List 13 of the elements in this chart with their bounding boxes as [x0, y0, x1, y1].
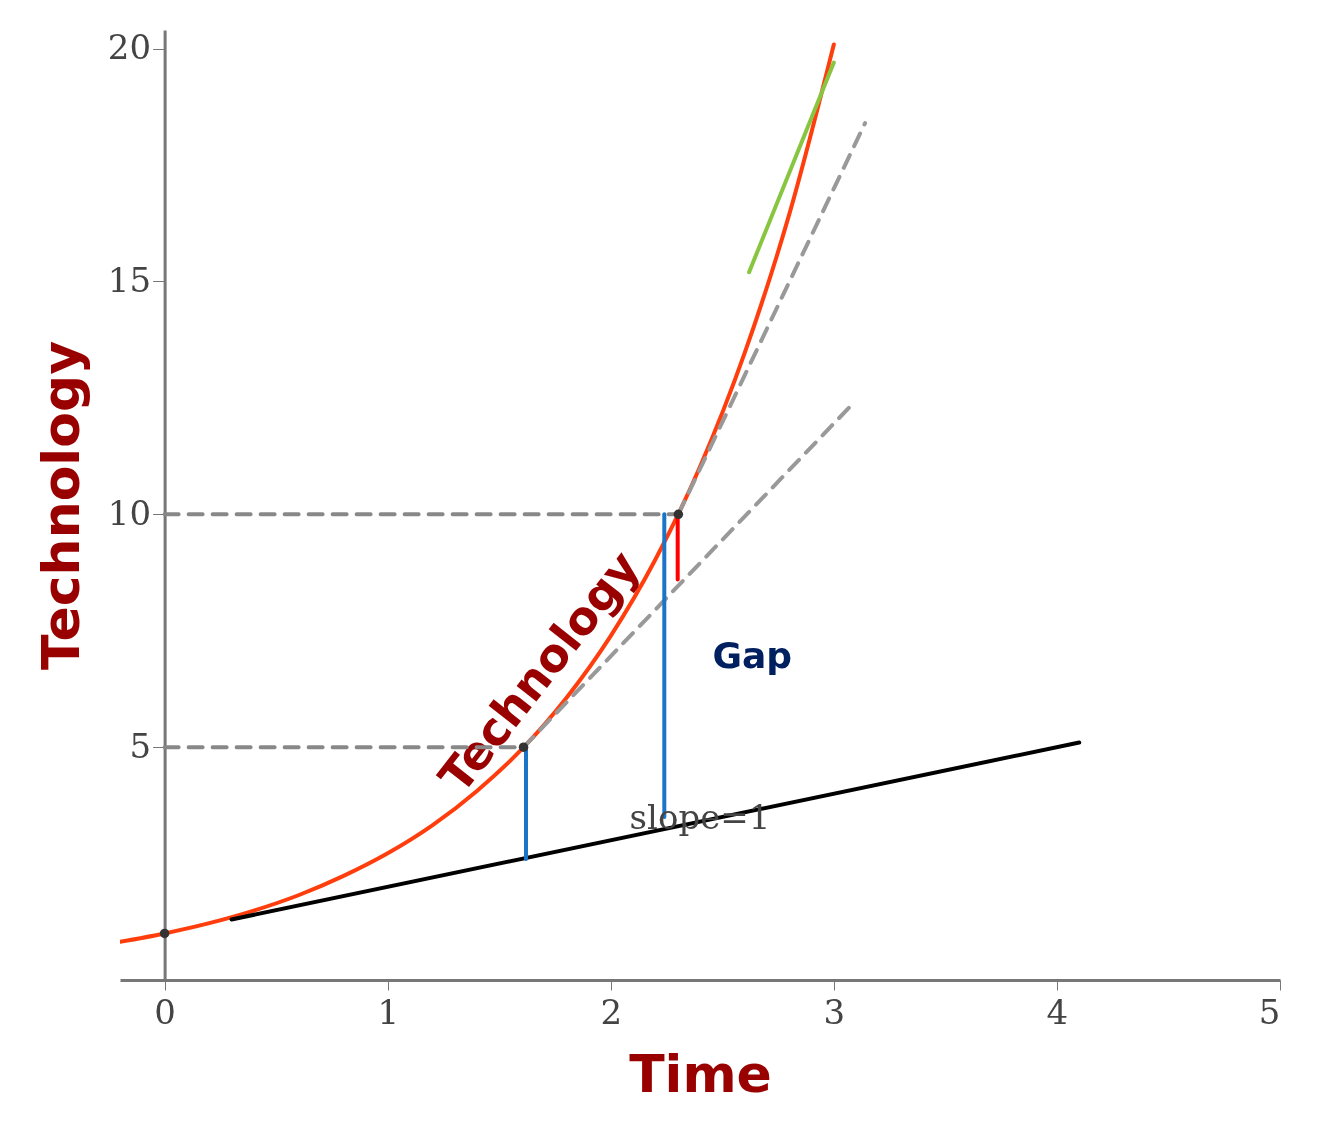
annotation: Gap: [712, 635, 793, 676]
x-tick-label: 4: [1046, 991, 1069, 1032]
y-tick-label: 5: [129, 725, 152, 766]
x-tick-label: 0: [154, 991, 176, 1032]
x-tick-label: 5: [1258, 991, 1281, 1032]
y-tick-label: 10: [107, 492, 152, 533]
x-tick-label: 1: [377, 991, 400, 1032]
x-tick-label: 2: [600, 991, 623, 1032]
y-tick-label: 20: [107, 27, 152, 68]
y-tick-label: 15: [107, 259, 152, 300]
x-axis-title: Time: [629, 1043, 772, 1104]
x-tick-label: 3: [823, 991, 846, 1032]
y-axis-title: Technology: [30, 340, 91, 671]
